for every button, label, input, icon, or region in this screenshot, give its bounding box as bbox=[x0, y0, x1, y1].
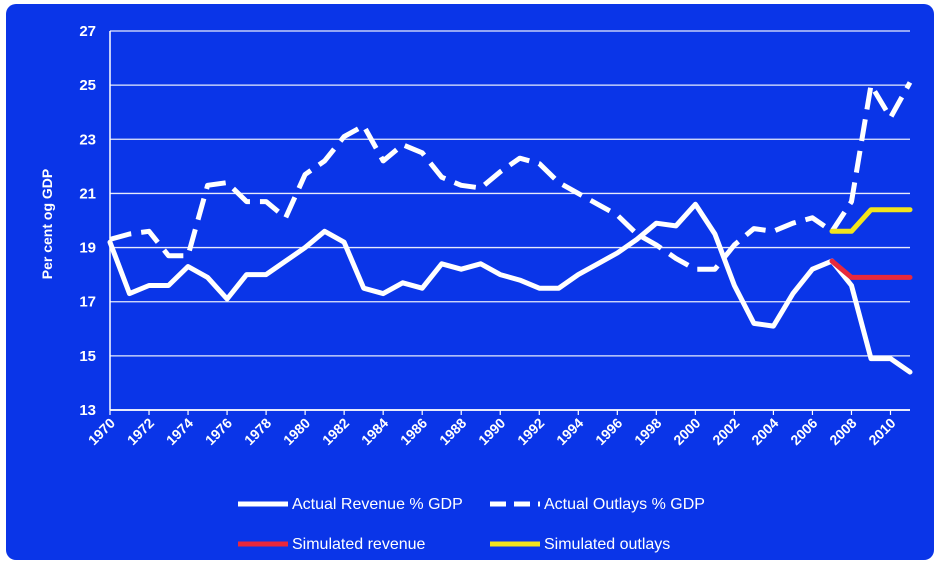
x-tick-labels: 1970 1972 1974 1976 1978 1980 1982 1984 1986 1988… bbox=[85, 410, 899, 448]
x-tick-label: 1994 bbox=[553, 415, 586, 448]
y-tick-label: 17 bbox=[79, 294, 96, 311]
legend: Actual Revenue % GDP Actual Outlays % GDP… bbox=[238, 496, 705, 553]
grid-lines bbox=[109, 30, 910, 411]
x-tick-label: 1982 bbox=[319, 415, 352, 448]
y-tick-label: 27 bbox=[79, 23, 96, 40]
legend-label-4: Simulated outlays bbox=[544, 536, 670, 553]
series-line-4 bbox=[829, 207, 913, 234]
y-tick-label: 15 bbox=[79, 348, 96, 365]
x-tick-label: 1988 bbox=[436, 415, 469, 448]
x-tick-label: 2002 bbox=[709, 415, 742, 448]
y-tick-label: 25 bbox=[79, 77, 96, 94]
x-tick-label: 2000 bbox=[670, 415, 703, 448]
chart-frame: 13 15 17 19 21 23 25 27 1970 1972 1974 1976 1978 198… bbox=[6, 4, 934, 560]
x-tick-label: 1978 bbox=[241, 415, 274, 448]
y-tick-label: 13 bbox=[79, 402, 96, 419]
x-tick-label: 1990 bbox=[475, 415, 508, 448]
series-line-3 bbox=[829, 258, 913, 280]
x-tick-label: 1980 bbox=[280, 415, 313, 448]
y-tick-label: 21 bbox=[79, 185, 96, 202]
x-tick-label: 1984 bbox=[358, 415, 391, 448]
series-line-2 bbox=[109, 81, 913, 272]
legend-label-3: Simulated revenue bbox=[292, 536, 426, 553]
x-tick-label: 2004 bbox=[748, 415, 781, 448]
x-tick-label: 2010 bbox=[865, 415, 898, 448]
x-tick-label: 1992 bbox=[514, 415, 547, 448]
x-tick-label: 1998 bbox=[631, 415, 664, 448]
legend-label-2: Actual Outlays % GDP bbox=[544, 496, 705, 513]
y-tick-label: 19 bbox=[79, 240, 96, 257]
x-tick-label: 2008 bbox=[826, 415, 859, 448]
series-line-1 bbox=[107, 201, 913, 375]
x-tick-label: 1986 bbox=[397, 415, 430, 448]
x-tick-label: 1996 bbox=[592, 415, 625, 448]
x-tick-label: 1972 bbox=[124, 415, 157, 448]
x-tick-label: 1976 bbox=[202, 415, 235, 448]
y-axis-label: Per cent og GDP bbox=[39, 169, 55, 279]
y-tick-labels: 13 15 17 19 21 23 25 27 bbox=[79, 23, 96, 419]
x-tick-label: 1970 bbox=[85, 415, 118, 448]
x-tick-label: 2006 bbox=[787, 415, 820, 448]
x-tick-label: 1974 bbox=[163, 415, 196, 448]
legend-label-1: Actual Revenue % GDP bbox=[292, 496, 463, 513]
series-lines bbox=[107, 81, 913, 375]
y-tick-label: 23 bbox=[79, 131, 96, 148]
